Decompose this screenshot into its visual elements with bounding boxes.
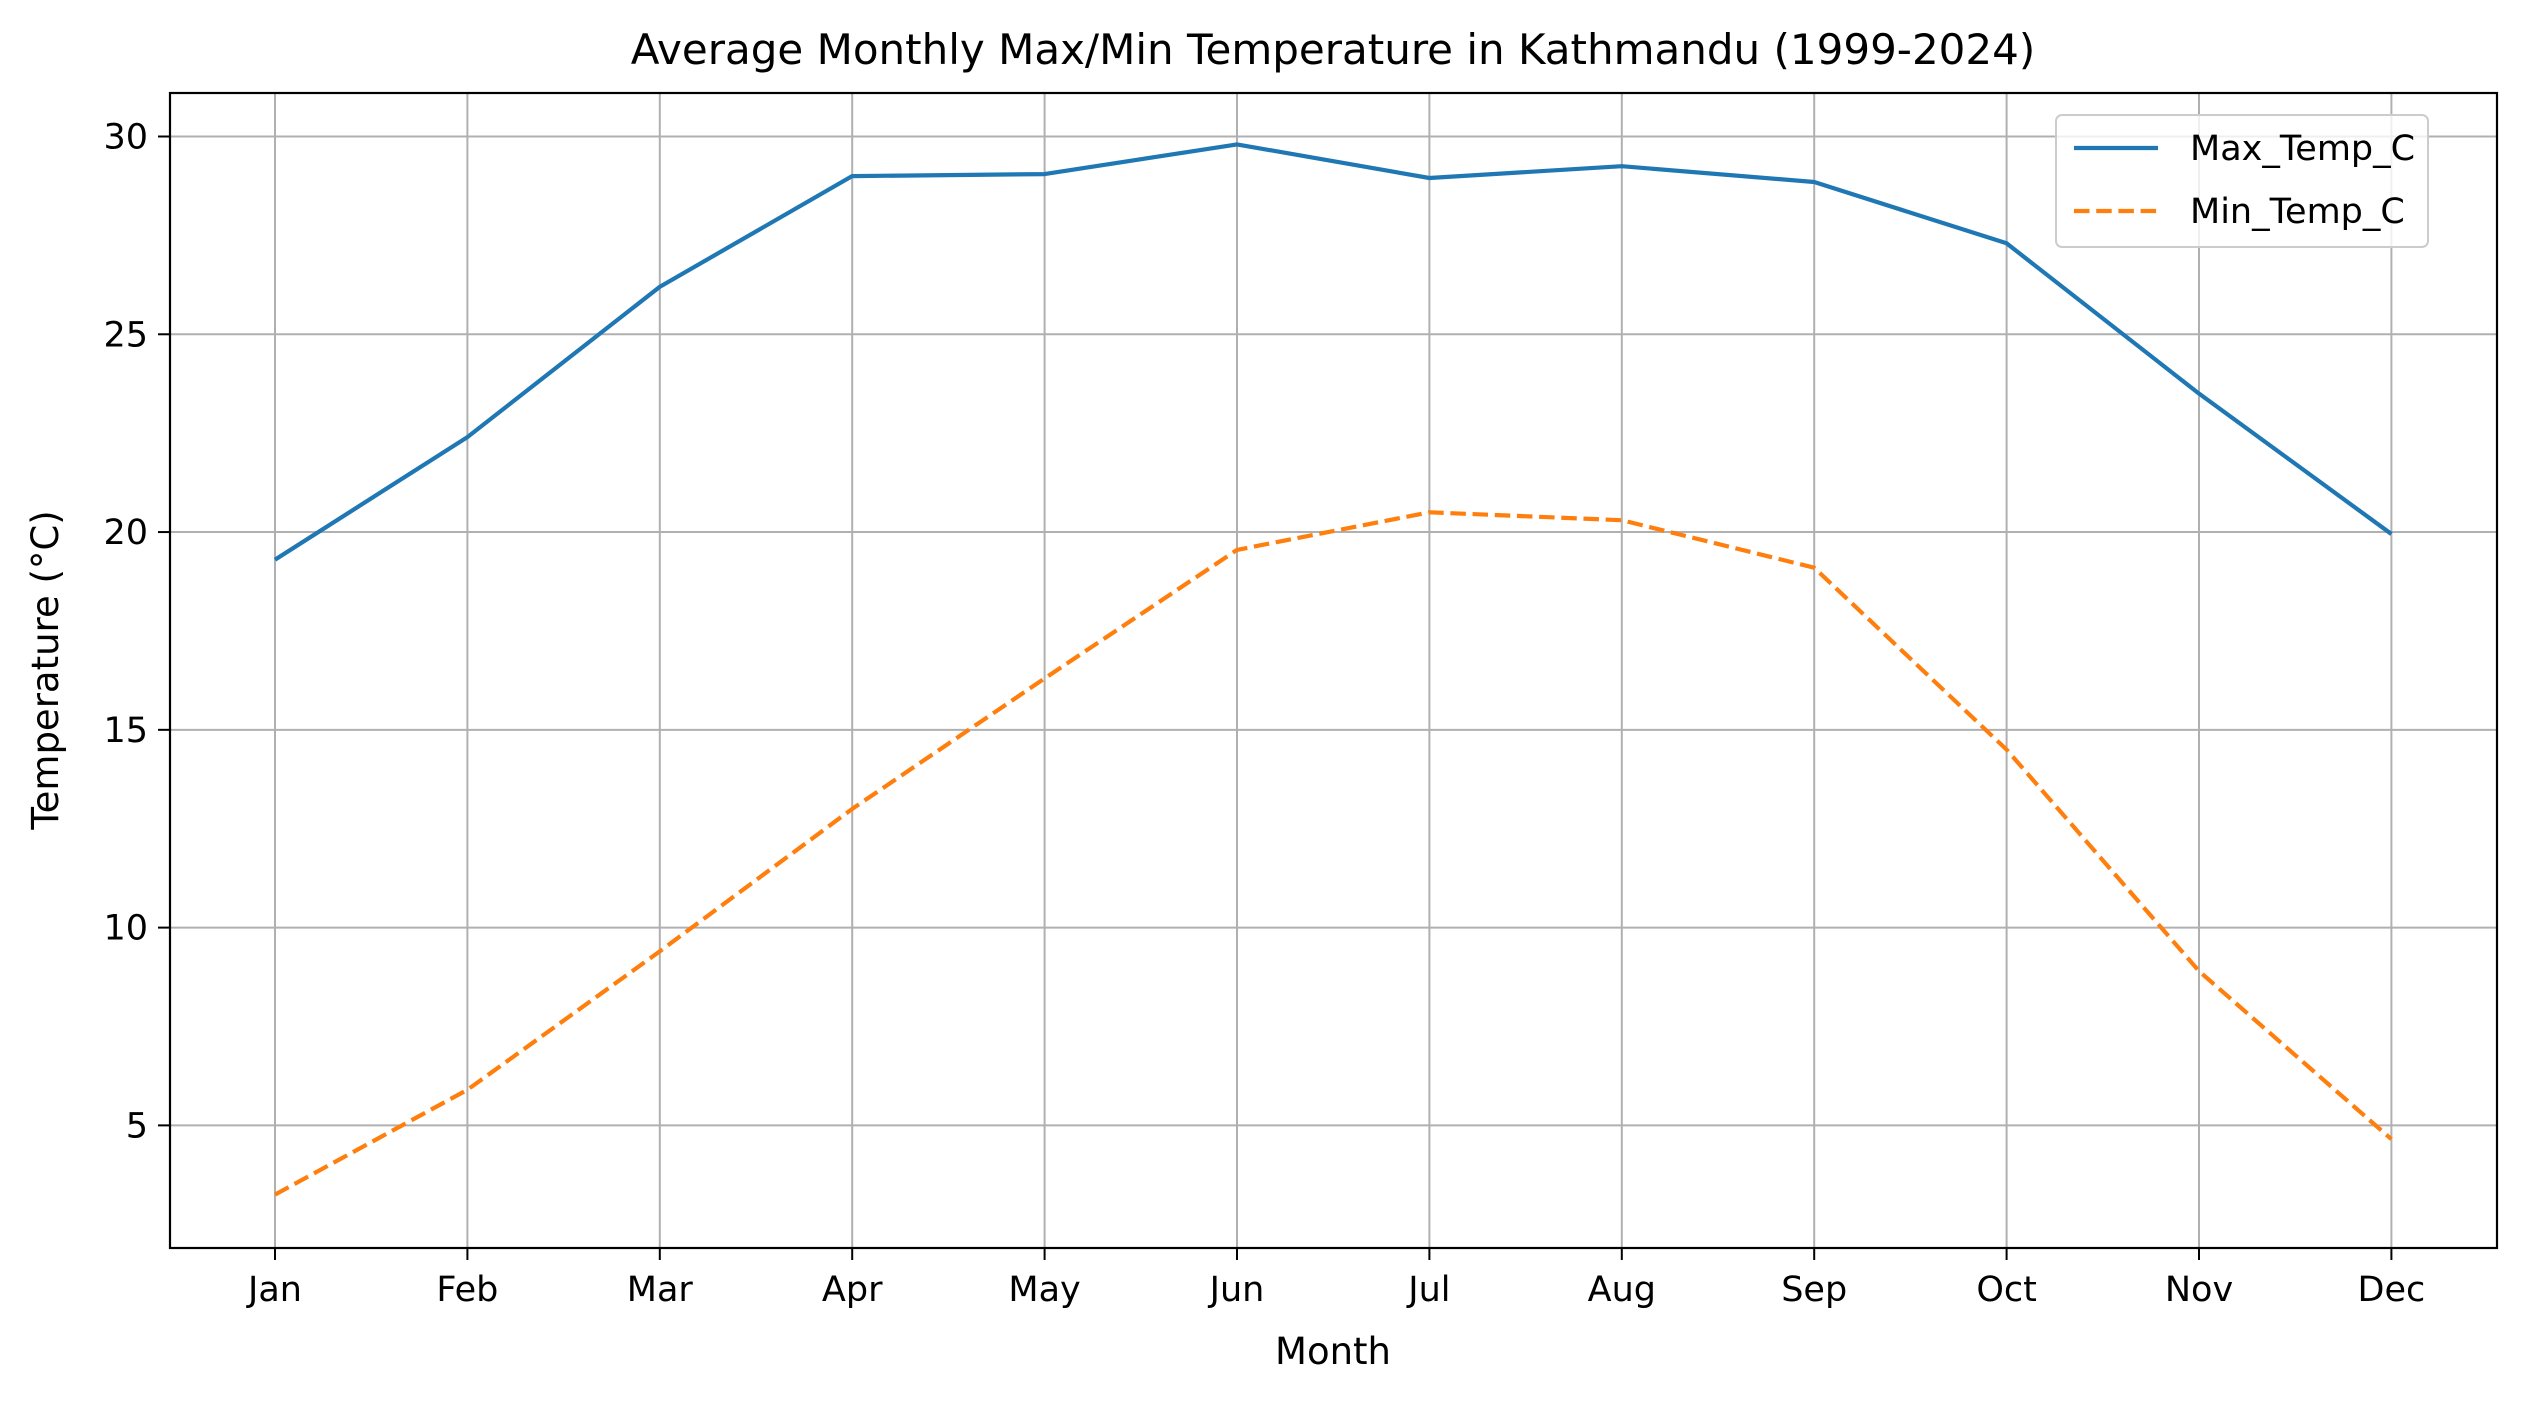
x-tick-label: Mar [627,1270,694,1310]
y-tick-label: 10 [103,909,148,949]
x-tick-label: Nov [2165,1270,2233,1310]
x-tick-label: Jan [246,1270,302,1310]
series-lines [273,142,2393,1197]
y-tick-label: 20 [103,513,148,553]
y-tick-label: 5 [126,1106,148,1146]
x-tick-label: Aug [1588,1270,1656,1310]
legend: Max_Temp_C Min_Temp_C [2055,114,2429,248]
plot-area-frame [168,91,2499,1250]
y-tick-label: 15 [103,711,148,751]
x-axis: Jan Feb Mar Apr May Jun Jul Aug Sep Oct Nov Dec [246,1248,2425,1310]
x-tick-label: Jun [1208,1270,1265,1310]
grid [170,93,2497,1248]
series-line-min-temp [273,510,2393,1197]
x-tick-label: May [1008,1270,1080,1310]
chart-title: Average Monthly Max/Min Temperature in K… [631,25,2035,74]
series-line-max-temp [273,142,2393,562]
y-tick-label: 25 [103,315,148,355]
y-axis: 5 10 15 20 25 30 [103,118,170,1146]
x-tick-label: Oct [1976,1270,2037,1310]
x-axis-label: Month [1275,1330,1391,1373]
x-tick-label: Feb [436,1270,498,1310]
x-tick-label: Jul [1406,1270,1450,1310]
legend-label-max: Max_Temp_C [2190,129,2415,169]
legend-label-min: Min_Temp_C [2190,192,2405,232]
y-axis-label: Temperature (°C) [24,510,67,830]
y-tick-label: 30 [103,118,148,158]
x-tick-label: Apr [822,1270,883,1310]
x-tick-label: Dec [2358,1270,2426,1310]
x-tick-label: Sep [1781,1270,1847,1310]
